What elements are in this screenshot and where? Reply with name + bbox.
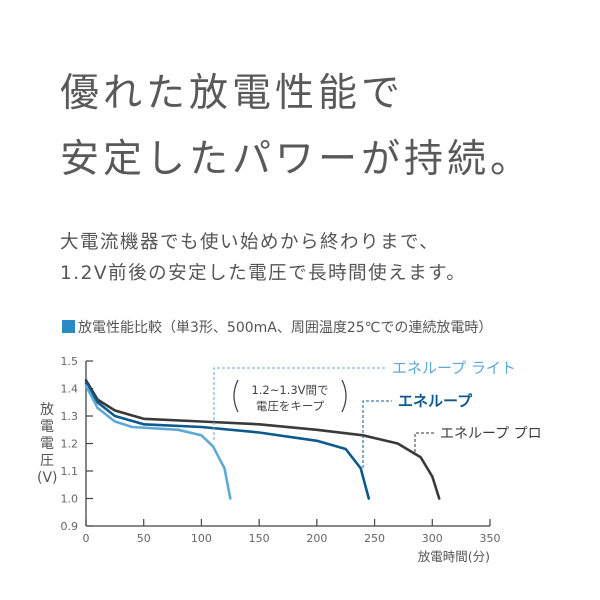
legend-label: エネループ xyxy=(398,392,473,410)
annotation-paren-left xyxy=(233,379,239,413)
x-tick-label: 150 xyxy=(249,532,270,545)
annotation-line-2: 電圧をキープ xyxy=(256,399,325,413)
x-tick-label: 250 xyxy=(364,532,385,545)
x-tick-label: 0 xyxy=(83,532,90,545)
x-tick-label: 350 xyxy=(480,532,501,545)
annotation-line-1: 1.2~1.3V間で xyxy=(251,383,328,397)
legend-label: エネループ プロ xyxy=(440,426,542,442)
x-axis-label: 放電時間(分) xyxy=(418,549,490,564)
legend-label: エネループ ライト xyxy=(392,359,516,377)
y-tick-label: 1.1 xyxy=(61,465,79,478)
y-axis-label: 放電電圧(V) xyxy=(37,402,58,486)
x-tick-label: 100 xyxy=(191,532,212,545)
series-line-2 xyxy=(84,384,232,500)
y-tick-label: 1.5 xyxy=(61,355,79,368)
y-tick-label: 0.9 xyxy=(61,520,79,533)
headline-line-1: 優れた放電性能で xyxy=(60,71,405,116)
body-line-2: 1.2V前後の安定した電圧で長時間使えます。 xyxy=(60,263,467,284)
series-line-1 xyxy=(84,381,371,500)
y-tick-label: 1.2 xyxy=(61,438,79,451)
y-tick-label: 1.3 xyxy=(61,410,79,423)
x-tick-label: 200 xyxy=(306,532,327,545)
chart-caption-text: 放電性能比較（単3形、500mA、周囲温度25℃での連続放電時） xyxy=(78,320,493,336)
leader-line xyxy=(213,367,386,440)
leader-line xyxy=(414,432,434,452)
y-tick-label: 1.0 xyxy=(61,493,79,506)
x-tick-label: 300 xyxy=(422,532,443,545)
chart-caption: 放電性能比較（単3形、500mA、周囲温度25℃での連続放電時） xyxy=(62,317,492,337)
x-tick-label: 50 xyxy=(137,532,151,545)
y-tick-label: 1.4 xyxy=(61,383,79,396)
square-bullet-icon xyxy=(62,320,75,333)
leader-line xyxy=(362,400,392,468)
body-line-1: 大電流機器でも使い始めから終わりまで、 xyxy=(60,232,440,253)
series-line-0 xyxy=(84,379,441,500)
headline-line-2: 安定したパワーが持続。 xyxy=(60,137,534,182)
annotation-paren-right xyxy=(341,379,347,413)
